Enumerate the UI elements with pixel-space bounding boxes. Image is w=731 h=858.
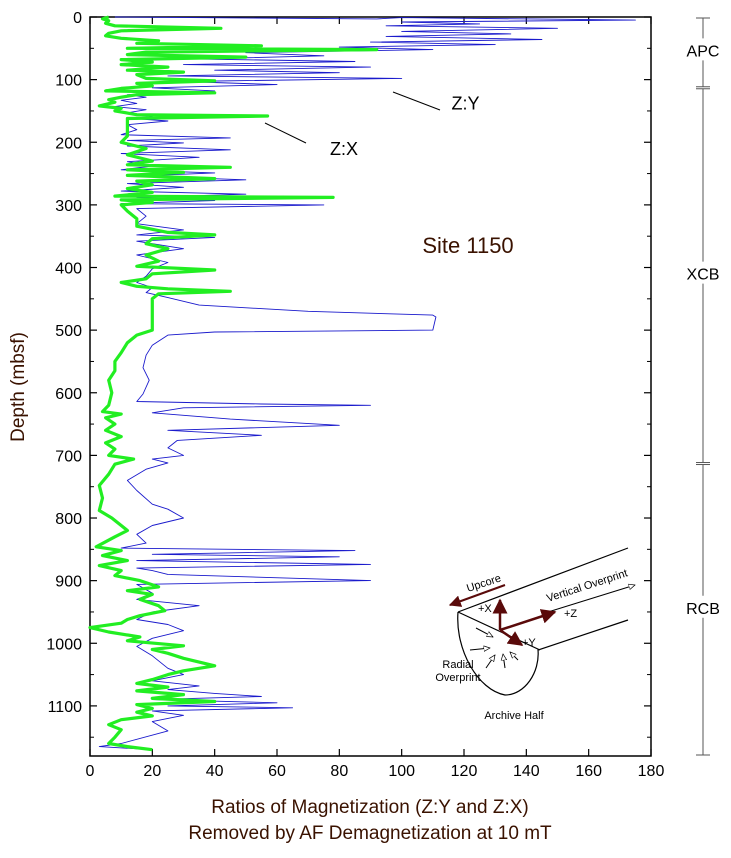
radial-arrow xyxy=(510,652,519,661)
annotation-zy: Z:Y xyxy=(452,94,480,114)
archive-half-label: Archive Half xyxy=(484,710,544,722)
unit-label-xcb: XCB xyxy=(687,267,720,284)
y-tick-label: 800 xyxy=(55,511,82,528)
plus-y-label: +Y xyxy=(522,637,536,649)
y-tick-label: 1100 xyxy=(48,699,83,716)
core-cylinder-outline xyxy=(457,547,629,696)
core-orientation-inset: Upcore Vertical Overprint +X +Z +Y Radia… xyxy=(435,547,635,722)
plot-area: 0 20 40 60 80 100 120 140 160 180 0 100 200 300 400 500… xyxy=(46,10,664,780)
y-tick-label: 100 xyxy=(55,73,82,90)
x-axis-title-line2: Removed by AF Demagnetization at 10 mT xyxy=(188,823,552,844)
radial-arrow xyxy=(485,655,495,669)
x-tick-label: 100 xyxy=(388,763,415,780)
radial-arrow xyxy=(503,654,505,669)
y-tick-label: 600 xyxy=(55,386,82,403)
x-tick-label: 160 xyxy=(575,763,602,780)
series-line-zx xyxy=(88,15,379,752)
x-tick-label: 140 xyxy=(513,763,540,780)
z-axis-arrow xyxy=(499,609,557,632)
annotation-zy-leader xyxy=(392,91,441,111)
x-tick-label: 120 xyxy=(451,763,478,780)
y-tick-label: 0 xyxy=(73,10,82,27)
plot-frame xyxy=(89,16,652,757)
y-tick-label: 400 xyxy=(55,261,82,278)
unit-label-apc: APC xyxy=(687,43,720,60)
y-tick-label: 700 xyxy=(55,448,82,465)
x-tick-label: 20 xyxy=(143,763,161,780)
radial-overprint-label-1: Radial xyxy=(442,659,473,671)
radial-arrow xyxy=(469,648,490,650)
x-tick-label: 60 xyxy=(268,763,286,780)
y-tick-label: 500 xyxy=(55,323,82,340)
y-tick-label: 1000 xyxy=(46,636,82,653)
vertical-overprint-label: Vertical Overprint xyxy=(545,567,629,604)
y-tick-label: 900 xyxy=(55,574,82,591)
plus-z-label: +Z xyxy=(564,608,577,620)
plus-x-label: +X xyxy=(478,603,492,615)
annotation-zx: Z:X xyxy=(330,139,358,159)
y-tick-label: 300 xyxy=(55,198,82,215)
upcore-label: Upcore xyxy=(465,572,502,594)
series-line-zy xyxy=(98,16,636,751)
radial-arrow xyxy=(475,627,493,638)
annotation-zx-leader xyxy=(264,122,307,144)
upcore-arrow xyxy=(448,584,506,607)
unit-label-rcb: RCB xyxy=(686,601,720,618)
x-tick-label: 0 xyxy=(86,763,95,780)
x-tick-label: 180 xyxy=(638,763,665,780)
vertical-overprint-arrow xyxy=(547,585,635,613)
radial-overprint-label-2: Overprint xyxy=(435,672,480,684)
x-tick-label: 40 xyxy=(206,763,224,780)
x-axis-title-line1: Ratios of Magnetization (Z:Y and Z:X) xyxy=(211,797,529,818)
y-axis-title: Depth (mbsf) xyxy=(8,332,29,442)
x-tick-label: 80 xyxy=(330,763,348,780)
y-tick-label: 200 xyxy=(55,135,82,152)
site-label: Site 1150 xyxy=(422,233,513,258)
y-axis-arrow xyxy=(499,628,524,647)
